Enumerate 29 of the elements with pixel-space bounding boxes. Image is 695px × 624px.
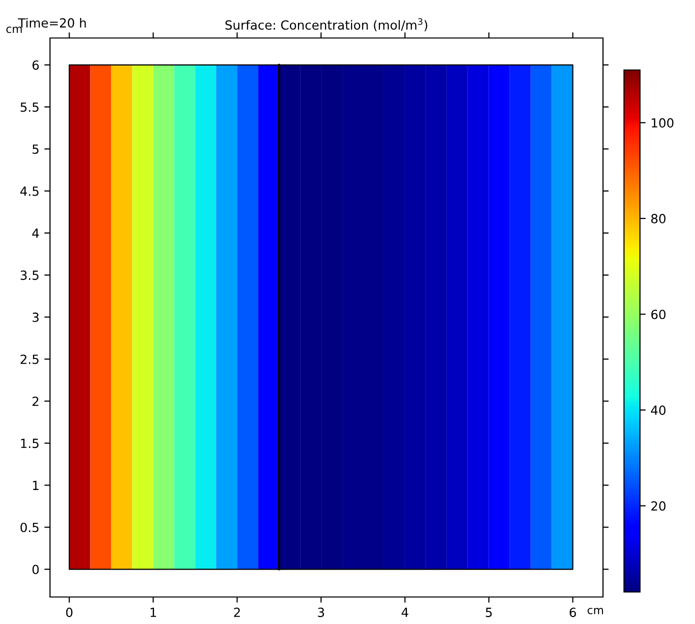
- color-bar-label: 60: [651, 310, 666, 320]
- x-tick-label: 3: [318, 608, 324, 618]
- y-tick-label: 6: [32, 60, 39, 70]
- color-bar-label: 40: [651, 405, 666, 415]
- y-tick-label: 3.5: [20, 270, 38, 280]
- y-tick-label: 2: [32, 396, 38, 406]
- x-tick-label: 1: [150, 608, 156, 617]
- x-tick-label: 0: [66, 608, 72, 618]
- y-tick-label: 4: [32, 228, 39, 238]
- y-tick-label: 0: [32, 564, 39, 574]
- x-tick-label: 4: [402, 608, 408, 617]
- y-tick-label: 1: [33, 480, 38, 490]
- y-tick-label: 4.5: [20, 186, 38, 196]
- y-tick-label: 1.5: [21, 438, 38, 448]
- chart-title: Surface: Concentration (mol/m$^{3}$): [225, 18, 428, 32]
- x-tick-label: 6: [570, 608, 576, 618]
- color-bar-label: 80: [651, 214, 666, 224]
- color-bar-label: 100: [652, 118, 674, 128]
- text: Time=20 h: [18, 18, 86, 28]
- color-bar-label: 20: [651, 501, 666, 511]
- y-tick-label: 2.5: [20, 354, 38, 364]
- x-tick-label: 5: [486, 608, 492, 618]
- x-tick-label: 2: [234, 608, 240, 617]
- y-tick-label: 5.5: [20, 102, 38, 112]
- y-axis-title: cm: [6, 26, 22, 34]
- y-tick-label: 5: [32, 144, 38, 154]
- y-tick-label: 0.5: [20, 522, 38, 532]
- y-tick-label: 3: [32, 312, 39, 322]
- x-axis-title: cm: [588, 608, 603, 614]
